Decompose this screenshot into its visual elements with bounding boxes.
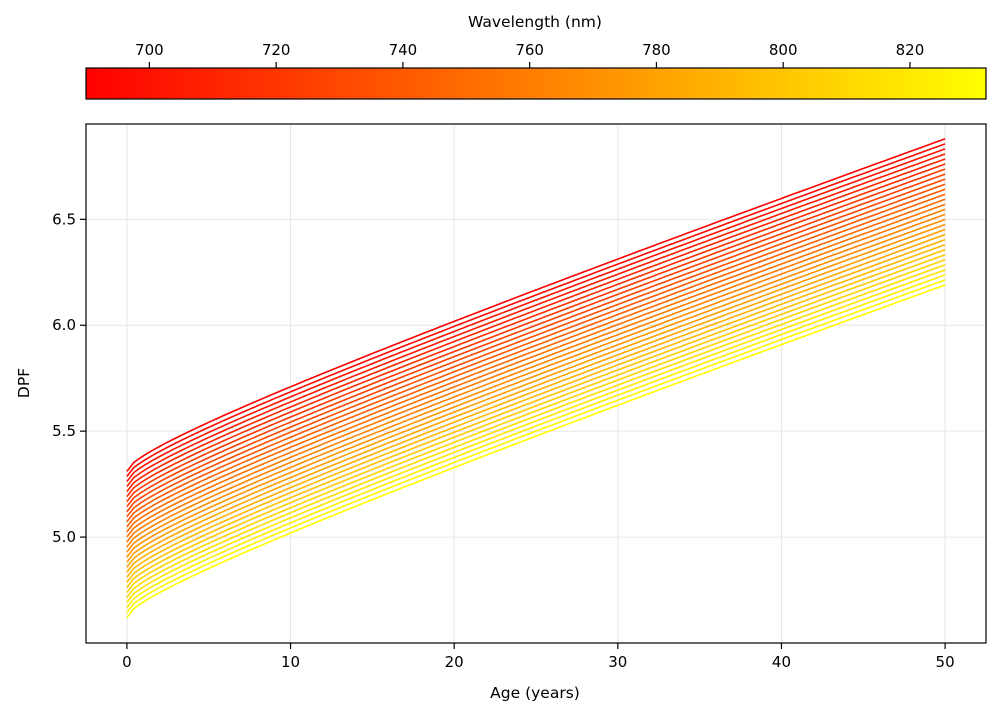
series-line <box>126 193 946 528</box>
colorbar-tick-label: 760 <box>515 41 544 59</box>
y-axis-label: DPF <box>15 368 33 398</box>
series-line <box>126 253 946 588</box>
series-line <box>126 269 946 603</box>
series-line <box>126 284 946 619</box>
plot-frame <box>85 123 987 644</box>
grid <box>86 124 986 643</box>
x-tick-label: 0 <box>122 653 132 671</box>
series-line <box>126 259 946 593</box>
series-line <box>126 238 946 573</box>
series-line <box>126 143 946 477</box>
x-axis-label: Age (years) <box>490 684 580 702</box>
series-line <box>126 153 946 488</box>
series-line <box>126 213 946 548</box>
series-line <box>126 264 946 598</box>
series-line <box>126 198 946 533</box>
series-line <box>126 138 946 472</box>
plot-area: 0 10 20 30 40 50 5.0 5.5 6.0 6.5 Age (years) DPF <box>15 123 987 702</box>
series-line <box>126 218 946 553</box>
colorbar-ticks: 700 720 740 760 780 800 820 <box>135 41 924 68</box>
y-tick-label: 6.5 <box>52 210 76 228</box>
series-line <box>126 223 946 558</box>
series-line <box>126 243 946 578</box>
series-line <box>126 158 946 493</box>
series-line <box>126 148 946 482</box>
x-tick-label: 40 <box>772 653 791 671</box>
colorbar-gradient <box>85 67 987 100</box>
y-tick-label: 6.0 <box>52 316 76 334</box>
series-line <box>126 163 946 498</box>
series-line <box>126 228 946 563</box>
series-line <box>126 173 946 508</box>
x-tick-label: 50 <box>936 653 955 671</box>
x-tick-label: 30 <box>608 653 627 671</box>
colorbar-tick-label: 740 <box>389 41 418 59</box>
series-line <box>126 203 946 538</box>
colorbar-label: Wavelength (nm) <box>468 13 602 31</box>
series-group <box>126 138 946 619</box>
series-line <box>126 168 946 503</box>
series-line <box>126 274 946 608</box>
series-line <box>126 279 946 614</box>
y-tick-label: 5.0 <box>52 528 76 546</box>
x-axis-ticks: 0 10 20 30 40 50 <box>122 643 955 671</box>
colorbar: Wavelength (nm) 700 720 740 760 780 800 820 <box>85 13 987 100</box>
y-axis-ticks: 5.0 5.5 6.0 6.5 <box>52 210 86 546</box>
series-line <box>126 208 946 543</box>
series-line <box>126 188 946 523</box>
series-line <box>126 183 946 518</box>
colorbar-tick-label: 700 <box>135 41 164 59</box>
colorbar-tick-label: 820 <box>896 41 925 59</box>
series-line <box>126 233 946 568</box>
colorbar-tick-label: 780 <box>642 41 671 59</box>
y-tick-label: 5.5 <box>52 422 76 440</box>
x-tick-label: 20 <box>445 653 464 671</box>
series-line <box>126 178 946 513</box>
series-line <box>126 248 946 583</box>
x-tick-label: 10 <box>281 653 300 671</box>
colorbar-tick-label: 800 <box>769 41 798 59</box>
colorbar-tick-label: 720 <box>262 41 291 59</box>
